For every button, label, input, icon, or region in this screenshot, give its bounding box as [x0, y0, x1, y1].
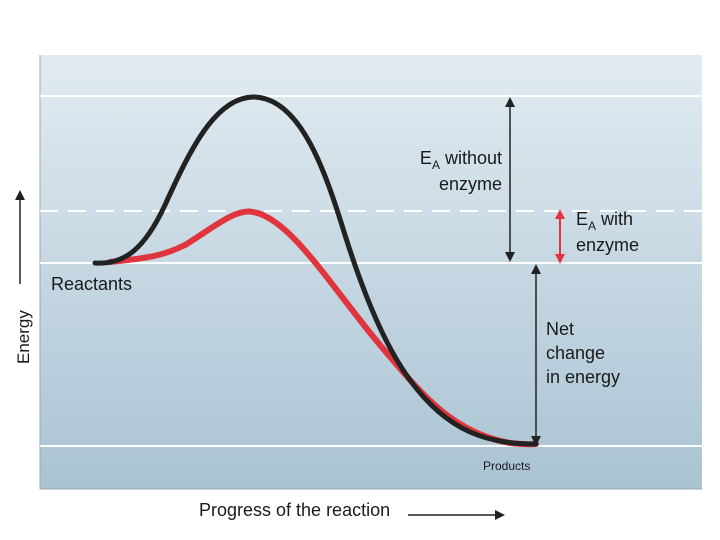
energy-axis-label: Energy — [14, 310, 33, 364]
ea-with-letter: E — [576, 209, 589, 229]
ea-with-text: with — [596, 209, 634, 229]
curve-without-enzyme — [92, 94, 539, 447]
ea-without-subscript: A — [431, 158, 440, 172]
net-line2: change — [546, 343, 606, 363]
ea-without-text: without — [439, 148, 502, 168]
ea-with-enzyme-label: EA with enzyme — [576, 207, 639, 257]
ea-without-letter: E — [419, 148, 432, 168]
ea-without-line2: enzyme — [438, 174, 502, 194]
plot-background — [40, 55, 702, 489]
ea-with-subscript: A — [588, 219, 597, 233]
ea-with-line2: enzyme — [576, 235, 640, 255]
products-label: Products — [483, 459, 531, 473]
net-line1: Net — [546, 319, 575, 339]
reactants-label: Reactants — [51, 274, 133, 294]
progress-axis-label: Progress of the reaction — [199, 500, 391, 520]
net-line3: in energy — [546, 367, 621, 387]
net-energy-label: Net change in energy — [546, 317, 620, 389]
ea-without-enzyme-label: EA without enzyme — [410, 146, 502, 196]
